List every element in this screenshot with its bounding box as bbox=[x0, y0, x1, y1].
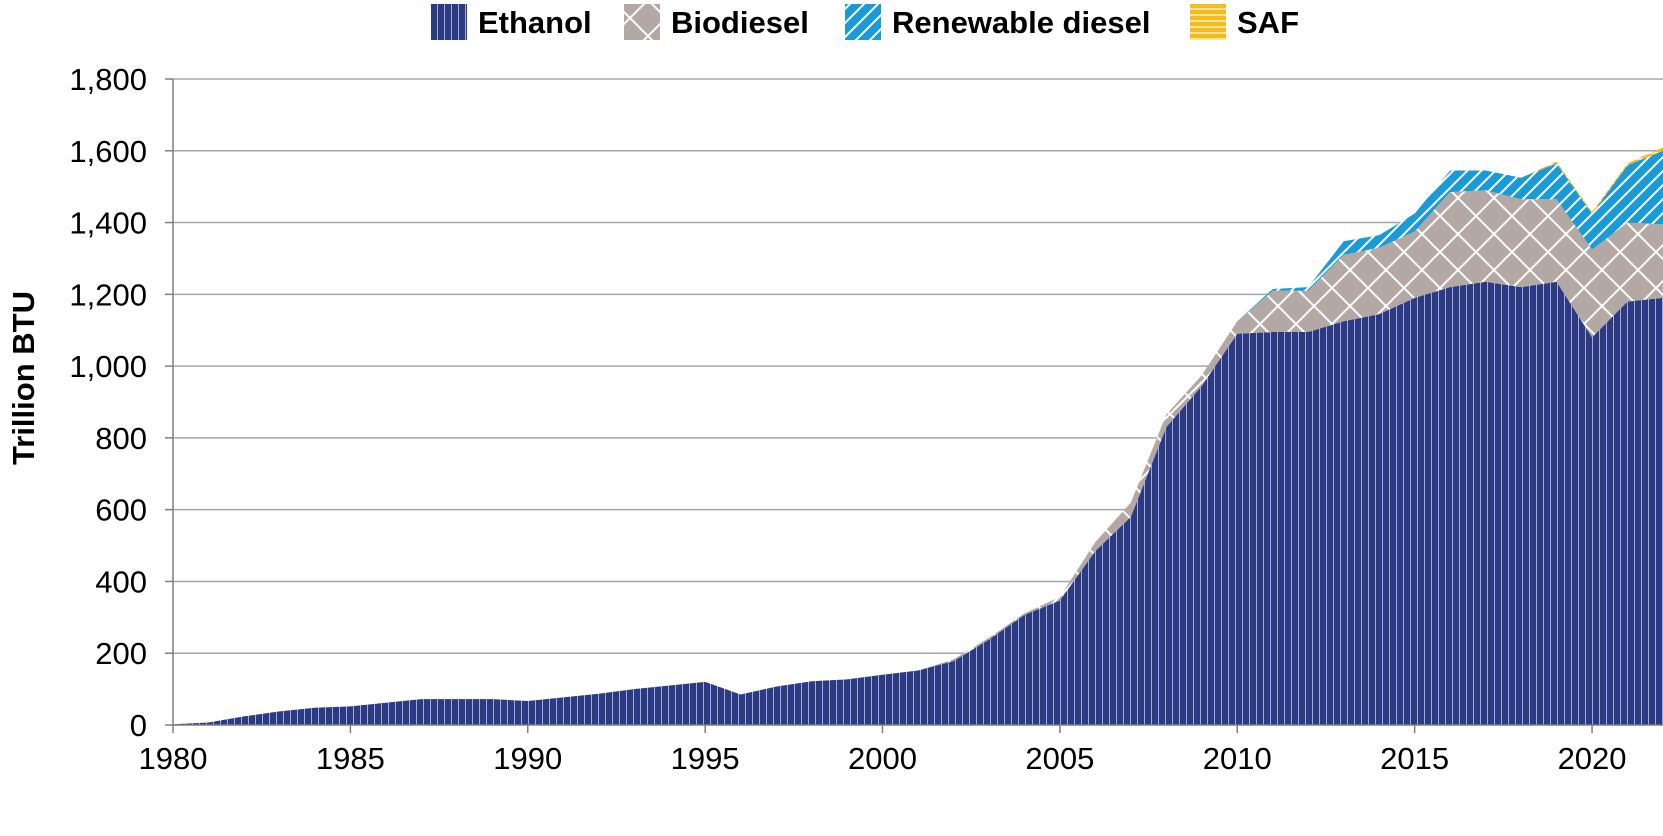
area-ethanol bbox=[173, 281, 1663, 725]
y-axis-title: Trillion BTU bbox=[6, 291, 41, 465]
legend-label: Ethanol bbox=[478, 5, 592, 40]
y-tick-label: 400 bbox=[95, 564, 147, 599]
y-tick-label: 1,000 bbox=[69, 349, 147, 384]
legend-item-saf: SAF bbox=[1190, 4, 1299, 40]
legend-swatch bbox=[431, 4, 467, 40]
x-tick-label: 1985 bbox=[316, 741, 385, 776]
y-tick-label: 1,800 bbox=[69, 62, 147, 97]
legend-swatch bbox=[624, 4, 660, 40]
area-biodiesel bbox=[173, 190, 1663, 725]
y-tick-label: 1,400 bbox=[69, 206, 147, 241]
x-tick-label: 1995 bbox=[671, 741, 740, 776]
legend-swatch bbox=[845, 4, 881, 40]
legend-swatch bbox=[1190, 4, 1226, 40]
legend-item-renewable-diesel: Renewable diesel bbox=[845, 4, 1150, 40]
legend-item-biodiesel: Biodiesel bbox=[624, 4, 809, 40]
legend-item-ethanol: Ethanol bbox=[431, 4, 592, 40]
x-tick-label: 2010 bbox=[1203, 741, 1272, 776]
y-tick-label: 800 bbox=[95, 421, 147, 456]
legend: Ethanol Biodiesel Renewable diesel SAF bbox=[431, 4, 1299, 40]
x-tick-label: 2005 bbox=[1025, 741, 1094, 776]
y-tick-label: 1,200 bbox=[69, 277, 147, 312]
y-tick-label: 0 bbox=[130, 708, 147, 743]
legend-label: Biodiesel bbox=[671, 5, 809, 40]
x-tick-label: 1990 bbox=[493, 741, 562, 776]
y-tick-label: 200 bbox=[95, 636, 147, 671]
x-tick-label: 2015 bbox=[1380, 741, 1449, 776]
x-tick-label: 2000 bbox=[848, 741, 917, 776]
y-tick-label: 1,600 bbox=[69, 134, 147, 169]
legend-label: Renewable diesel bbox=[892, 5, 1150, 40]
y-tick-label: 600 bbox=[95, 493, 147, 528]
x-tick-label: 2020 bbox=[1558, 741, 1627, 776]
x-tick-label: 1980 bbox=[139, 741, 208, 776]
axes: 0 200 400 600 800 1,000 1,200 1,400 1,600 1,800 19… bbox=[69, 62, 1663, 776]
series-areas bbox=[173, 147, 1663, 725]
legend-label: SAF bbox=[1237, 5, 1299, 40]
gridlines bbox=[173, 78, 1663, 654]
